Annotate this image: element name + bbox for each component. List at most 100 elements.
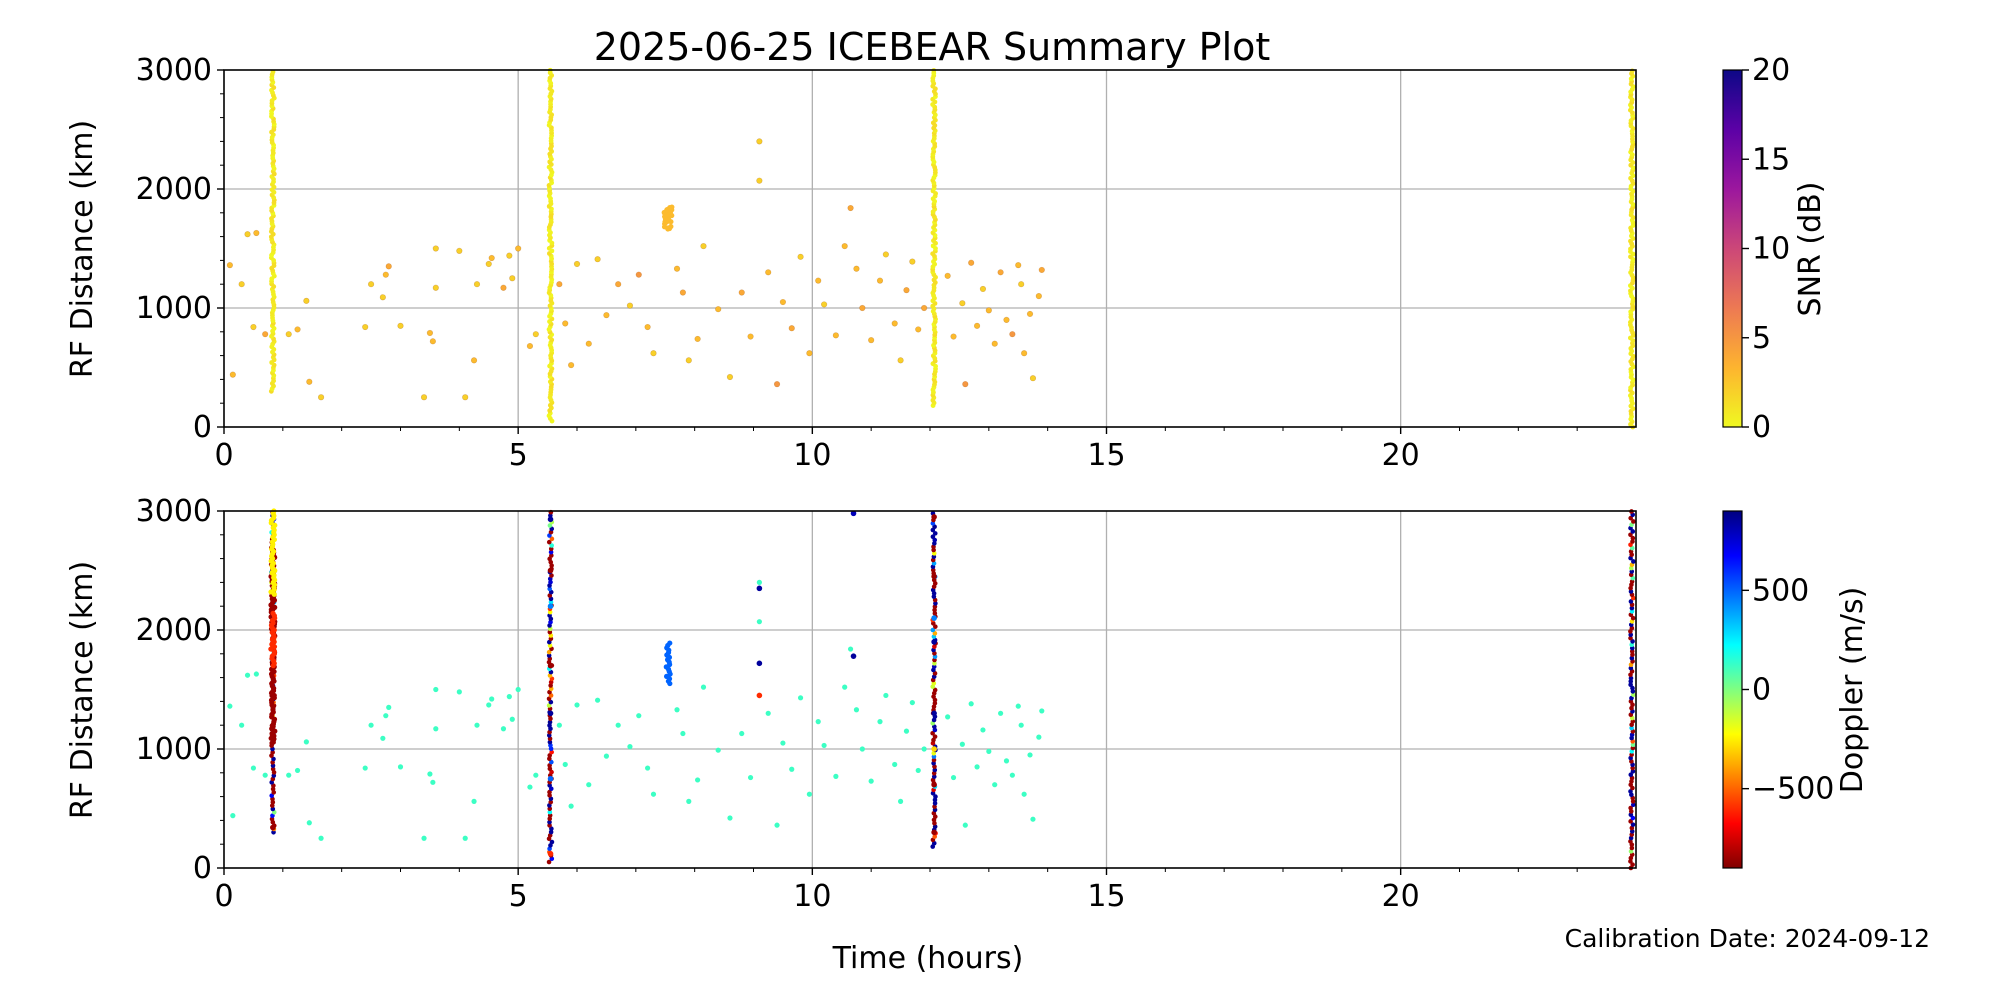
data-point (473, 281, 481, 288)
data-point (1036, 734, 1042, 740)
data-point (1628, 532, 1633, 538)
data-point (1009, 331, 1016, 338)
data-point (262, 772, 268, 778)
snr-colorbar (1722, 69, 1743, 428)
y-tick-label: 0 (193, 851, 212, 886)
data-point (883, 692, 889, 699)
data-point (932, 767, 938, 773)
data-point (270, 750, 275, 755)
data-point (645, 765, 651, 771)
data-point (756, 138, 763, 145)
data-point (485, 260, 492, 268)
data-point (285, 331, 292, 338)
data-point (774, 822, 780, 828)
data-point (674, 707, 680, 713)
data-point (238, 281, 245, 288)
data-point (931, 514, 937, 520)
snr-grid (224, 70, 1636, 427)
data-point (788, 325, 795, 332)
data-point (1630, 802, 1636, 807)
data-point (420, 394, 428, 401)
data-point (909, 258, 916, 265)
data-point (765, 269, 772, 276)
data-point (832, 332, 839, 339)
data-point (547, 756, 552, 762)
data-point (931, 710, 937, 717)
data-point (931, 594, 937, 599)
data-point (603, 312, 610, 319)
data-point (1628, 819, 1633, 824)
data-point (1630, 815, 1636, 821)
data-point (306, 820, 312, 826)
x-tick-label: 15 (1087, 438, 1125, 473)
data-point (546, 696, 552, 702)
data-point (973, 322, 981, 329)
data-point (1628, 665, 1634, 671)
data-point (959, 741, 965, 747)
data-point (1009, 772, 1015, 778)
data-point (668, 219, 674, 225)
data-point (486, 702, 492, 708)
data-point (306, 378, 313, 385)
data-point (850, 510, 857, 517)
data-point (853, 707, 860, 713)
y-tick-label: 3000 (136, 53, 212, 88)
data-point (270, 786, 276, 792)
data-point (882, 251, 889, 258)
data-point (546, 539, 552, 545)
data-point (756, 177, 763, 184)
data-point (650, 350, 657, 357)
data-point (980, 727, 986, 733)
data-point (662, 221, 668, 227)
data-point (379, 294, 386, 301)
data-point (727, 815, 733, 821)
data-point (930, 534, 936, 540)
data-point (931, 829, 937, 836)
data-point (562, 320, 569, 327)
data-point (1630, 639, 1635, 644)
data-point (532, 331, 539, 338)
figure-title: 2025-06-25 ICEBEAR Summary Plot (594, 25, 1271, 69)
data-point (1629, 829, 1635, 834)
data-point (841, 243, 848, 250)
data-point (850, 653, 857, 659)
data-point (547, 753, 553, 758)
colorbar-tick-label: 10 (1752, 232, 1790, 267)
data-point (546, 649, 552, 655)
y-tick-label: 2000 (136, 613, 212, 648)
data-point (930, 567, 936, 573)
x-tick-label: 20 (1382, 879, 1420, 914)
data-point (891, 320, 898, 327)
data-point (685, 357, 692, 364)
data-point (397, 764, 404, 770)
data-point (527, 784, 533, 790)
data-point (962, 822, 968, 828)
data-point (756, 619, 762, 625)
data-point (1629, 845, 1635, 851)
data-point (635, 271, 642, 278)
data-point (1039, 708, 1045, 714)
data-point (909, 699, 915, 706)
data-point (489, 696, 495, 702)
data-point (548, 619, 553, 625)
data-point (562, 761, 568, 768)
data-point (239, 722, 245, 728)
data-point (548, 799, 554, 805)
data-point (547, 567, 554, 574)
data-point (931, 746, 937, 752)
data-point (515, 686, 521, 693)
doppler-axis-ticks: 0 5 10 15 20 0 1000 2000 3000 (136, 494, 1578, 914)
data-point (462, 394, 469, 401)
doppler-colorbar-ticks: −500 0 500 (1742, 573, 1834, 807)
data-point (1628, 542, 1633, 548)
colorbar-tick-label: 15 (1752, 142, 1790, 177)
data-point (546, 733, 552, 738)
data-point (526, 342, 534, 350)
data-point (1628, 789, 1633, 794)
data-point (1003, 758, 1010, 764)
data-point (546, 859, 552, 865)
data-point (1628, 859, 1633, 864)
data-point (515, 245, 522, 252)
data-point (462, 835, 468, 841)
